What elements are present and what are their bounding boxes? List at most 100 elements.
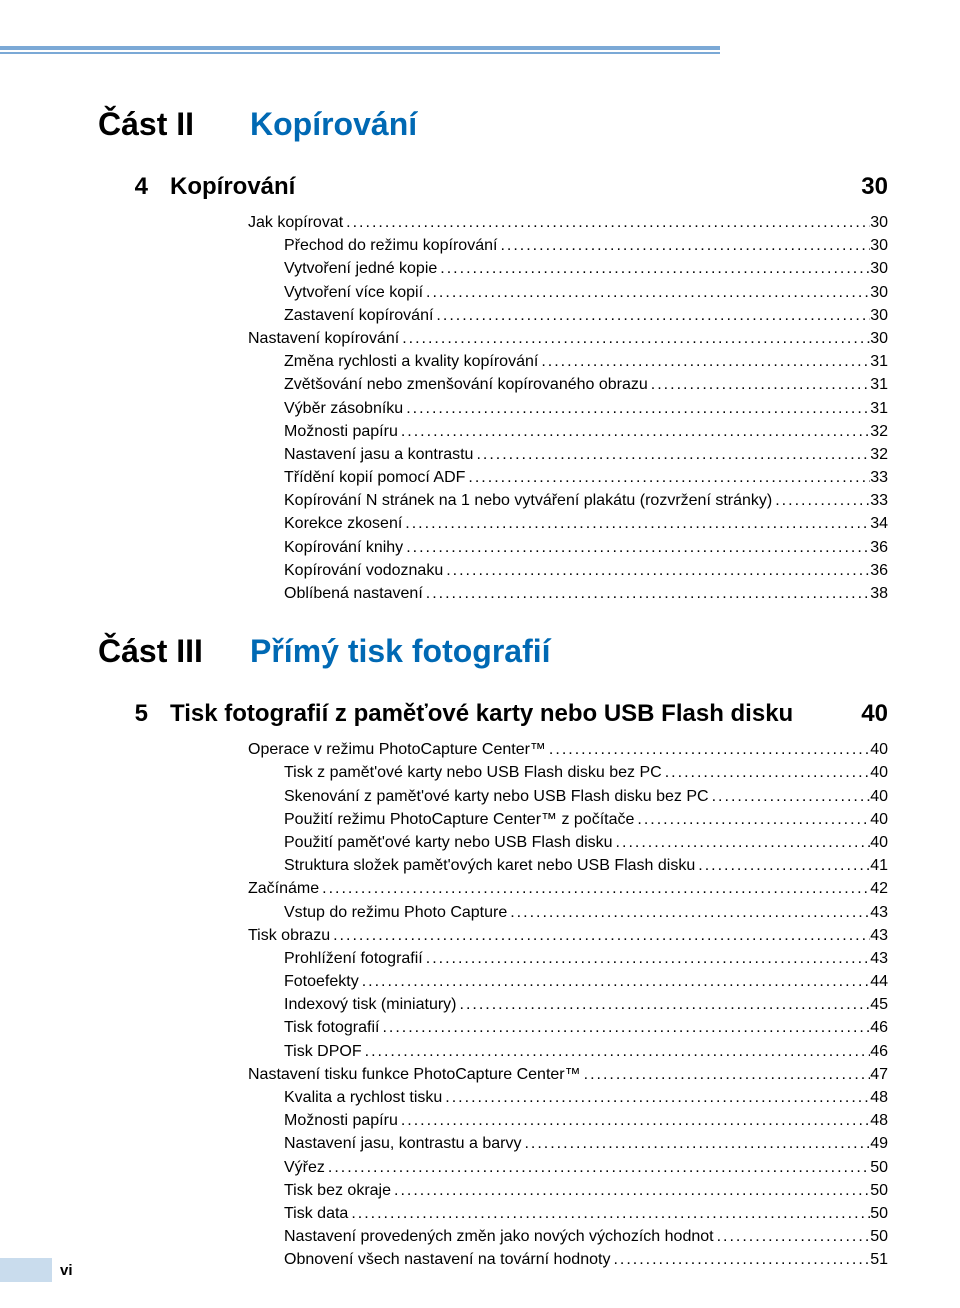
toc-leader-dots: [546, 738, 870, 761]
toc-entry[interactable]: Výřez50: [248, 1156, 888, 1179]
toc-entry[interactable]: Kopírování knihy36: [248, 536, 888, 559]
toc-leader-dots: [648, 373, 870, 396]
toc-entry[interactable]: Tisk z pamět'ové karty nebo USB Flash di…: [248, 761, 888, 784]
toc-entry[interactable]: Obnovení všech nastavení na tovární hodn…: [248, 1248, 888, 1271]
page-number: vi: [60, 1262, 73, 1279]
toc-entry[interactable]: Vytvoření jedné kopie30: [248, 257, 888, 280]
part-label: Část II: [98, 106, 250, 143]
header-rule-thick: [0, 46, 720, 50]
toc-leader-dots: [442, 1086, 870, 1109]
toc-entry-text: Možnosti papíru: [284, 420, 398, 443]
part-label: Část III: [98, 633, 250, 670]
toc-entry[interactable]: Použití pamět'ové karty nebo USB Flash d…: [248, 831, 888, 854]
toc-entry-text: Korekce zkosení: [284, 512, 402, 535]
toc-entry[interactable]: Vstup do režimu Photo Capture43: [248, 901, 888, 924]
toc-entry[interactable]: Tisk obrazu43: [248, 924, 888, 947]
toc-entry[interactable]: Použití režimu PhotoCapture Center™ z po…: [248, 808, 888, 831]
toc-leader-dots: [423, 281, 870, 304]
chapter-number: 5: [98, 700, 170, 728]
toc-leader-dots: [343, 211, 870, 234]
toc-entry[interactable]: Nastavení jasu a kontrastu32: [248, 443, 888, 466]
chapter-heading: 4Kopírování30: [98, 173, 888, 201]
toc-entry[interactable]: Operace v režimu PhotoCapture Center™40: [248, 738, 888, 761]
toc-entry[interactable]: Změna rychlosti a kvality kopírování31: [248, 350, 888, 373]
toc-entry-text: Výběr zásobníku: [284, 397, 403, 420]
toc-entry[interactable]: Kopírování N stránek na 1 nebo vytváření…: [248, 489, 888, 512]
toc-entry[interactable]: Nastavení jasu, kontrastu a barvy49: [248, 1132, 888, 1155]
toc-entry[interactable]: Výběr zásobníku31: [248, 397, 888, 420]
toc-leader-dots: [538, 350, 870, 373]
toc-entry-page: 40: [870, 761, 888, 784]
chapter-title: Kopírování: [170, 173, 861, 201]
toc-leader-dots: [581, 1063, 871, 1086]
toc-entry-page: 43: [870, 947, 888, 970]
toc-leader-dots: [433, 304, 870, 327]
toc-entry[interactable]: Tisk DPOF46: [248, 1040, 888, 1063]
toc-leader-dots: [348, 1202, 870, 1225]
toc-entry[interactable]: Korekce zkosení34: [248, 512, 888, 535]
toc-entry-page: 46: [870, 1016, 888, 1039]
toc-entry[interactable]: Prohlížení fotografií43: [248, 947, 888, 970]
toc-entry-page: 43: [870, 924, 888, 947]
toc-entry-page: 50: [870, 1156, 888, 1179]
toc-entry-text: Skenování z pamět'ové karty nebo USB Fla…: [284, 785, 709, 808]
toc-leader-dots: [399, 327, 870, 350]
toc-entry-page: 30: [870, 211, 888, 234]
toc-entry-page: 40: [870, 808, 888, 831]
toc-entry-text: Nastavení tisku funkce PhotoCapture Cent…: [248, 1063, 581, 1086]
toc-leader-dots: [319, 877, 870, 900]
toc-entry[interactable]: Možnosti papíru48: [248, 1109, 888, 1132]
toc-entry-page: 45: [870, 993, 888, 1016]
toc-entry-page: 46: [870, 1040, 888, 1063]
toc-entry[interactable]: Tisk data50: [248, 1202, 888, 1225]
toc-entry-text: Kopírování N stránek na 1 nebo vytváření…: [284, 489, 772, 512]
toc-entry[interactable]: Jak kopírovat30: [248, 211, 888, 234]
toc-entry-page: 31: [870, 373, 888, 396]
toc-leader-dots: [521, 1132, 870, 1155]
toc-leader-dots: [379, 1016, 870, 1039]
toc-entry-text: Nastavení provedených změn jako nových v…: [284, 1225, 714, 1248]
toc-entry[interactable]: Začínáme42: [248, 877, 888, 900]
toc-entry[interactable]: Možnosti papíru32: [248, 420, 888, 443]
toc-entry-text: Zvětšování nebo zmenšování kopírovaného …: [284, 373, 648, 396]
toc-entry-text: Přechod do režimu kopírování: [284, 234, 497, 257]
toc-entry[interactable]: Nastavení kopírování30: [248, 327, 888, 350]
toc-block: Jak kopírovat30Přechod do režimu kopírov…: [248, 211, 888, 605]
toc-entry-text: Tisk z pamět'ové karty nebo USB Flash di…: [284, 761, 662, 784]
toc-entry[interactable]: Kvalita a rychlost tisku48: [248, 1086, 888, 1109]
toc-leader-dots: [714, 1225, 871, 1248]
toc-entry[interactable]: Indexový tisk (miniatury)45: [248, 993, 888, 1016]
toc-entry[interactable]: Tisk bez okraje50: [248, 1179, 888, 1202]
toc-entry[interactable]: Tisk fotografií46: [248, 1016, 888, 1039]
toc-leader-dots: [497, 234, 870, 257]
toc-entry-text: Změna rychlosti a kvality kopírování: [284, 350, 538, 373]
toc-entry[interactable]: Vytvoření více kopií30: [248, 281, 888, 304]
toc-entry-text: Možnosti papíru: [284, 1109, 398, 1132]
toc-entry[interactable]: Oblíbená nastavení38: [248, 582, 888, 605]
toc-entry[interactable]: Zvětšování nebo zmenšování kopírovaného …: [248, 373, 888, 396]
toc-entry-page: 30: [870, 327, 888, 350]
part-heading: Část IIIPřímý tisk fotografií: [98, 633, 888, 670]
toc-entry-text: Kvalita a rychlost tisku: [284, 1086, 442, 1109]
toc-entry-text: Operace v režimu PhotoCapture Center™: [248, 738, 546, 761]
toc-entry-text: Nastavení jasu, kontrastu a barvy: [284, 1132, 521, 1155]
toc-entry[interactable]: Skenování z pamět'ové karty nebo USB Fla…: [248, 785, 888, 808]
toc-leader-dots: [610, 1248, 870, 1271]
toc-entry[interactable]: Třídění kopií pomocí ADF33: [248, 466, 888, 489]
toc-entry-page: 38: [870, 582, 888, 605]
chapter-title: Tisk fotografií z paměťové karty nebo US…: [170, 700, 861, 728]
toc-entry-page: 36: [870, 559, 888, 582]
toc-entry[interactable]: Zastavení kopírování30: [248, 304, 888, 327]
toc-entry[interactable]: Kopírování vodoznaku36: [248, 559, 888, 582]
chapter-heading: 5Tisk fotografií z paměťové karty nebo U…: [98, 700, 888, 728]
toc-entry-page: 40: [870, 831, 888, 854]
toc-leader-dots: [457, 993, 871, 1016]
toc-entry-text: Vstup do režimu Photo Capture: [284, 901, 507, 924]
toc-entry[interactable]: Fotoefekty44: [248, 970, 888, 993]
toc-leader-dots: [709, 785, 871, 808]
toc-entry[interactable]: Struktura složek pamět'ových karet nebo …: [248, 854, 888, 877]
toc-entry[interactable]: Nastavení tisku funkce PhotoCapture Cent…: [248, 1063, 888, 1086]
toc-entry[interactable]: Nastavení provedených změn jako nových v…: [248, 1225, 888, 1248]
toc-entry-page: 51: [870, 1248, 888, 1271]
toc-entry[interactable]: Přechod do režimu kopírování30: [248, 234, 888, 257]
